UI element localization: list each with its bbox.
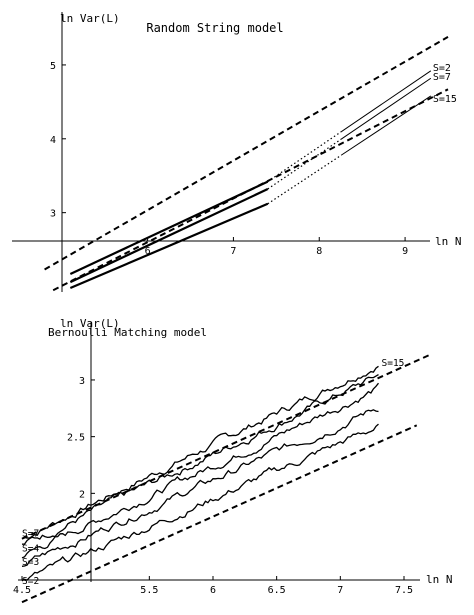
axes xyxy=(18,322,420,582)
series-label-s-7: S=7 xyxy=(22,529,39,540)
x-tick-label-5-5: 5.5 xyxy=(140,585,158,596)
y-tick-label-4: 4 xyxy=(50,135,56,146)
series-lines xyxy=(21,365,380,582)
bound-line-lower xyxy=(21,424,418,604)
axes xyxy=(12,12,430,292)
series-lines xyxy=(69,70,432,290)
x-tick-label-6: 6 xyxy=(210,585,216,596)
x-tick-label-7: 7 xyxy=(337,585,343,596)
series-label-s-15: S=15 xyxy=(433,94,457,105)
series-dotted-s-15 xyxy=(267,154,342,205)
series-dotted-s-7 xyxy=(267,138,342,190)
series-line-s-15 xyxy=(21,365,379,540)
y-tick-label-3: 3 xyxy=(50,209,56,220)
series-line-s-3 xyxy=(21,409,379,567)
y-tick-label-2: 2 xyxy=(79,489,85,500)
x-axis-label: ln N xyxy=(435,235,462,248)
x-tick-label-9: 9 xyxy=(402,246,408,257)
y-axis-label: ln Var(L) xyxy=(60,317,120,330)
chart-title: Bernoulli Matching model xyxy=(48,326,207,339)
x-tick-label-6-5: 6.5 xyxy=(268,585,286,596)
series-line-s-2 xyxy=(69,180,269,275)
series-line-s-4 xyxy=(21,382,380,559)
series-tail-s-7 xyxy=(340,77,432,140)
x-tick-label-6: 6 xyxy=(145,246,151,257)
series-line-s-7 xyxy=(69,188,269,284)
series-label-s-3: S=3 xyxy=(22,557,39,568)
x-tick-label-8: 8 xyxy=(316,246,322,257)
series-label-s-15: S=15 xyxy=(382,358,405,369)
x-tick-label-7-5: 7.5 xyxy=(395,585,413,596)
series-label-s-7: S=7 xyxy=(433,72,451,83)
series-label-s-2: S=2 xyxy=(433,63,451,74)
panel-random-string: Random String model ln Var(L) ln N 6 7 8 9 3… xyxy=(12,12,462,292)
y-tick-label-2-5: 2.5 xyxy=(67,433,85,444)
x-tick-label-4-5: 4.5 xyxy=(13,585,31,596)
y-axis-label: ln Var(L) xyxy=(60,12,120,25)
series-label-s-4: S=4 xyxy=(22,544,39,555)
series-tail-s-15 xyxy=(340,95,432,156)
series-dotted-s-2 xyxy=(267,131,342,183)
series-labels: S=7 S=4 S=3 S=2 S=15 xyxy=(22,358,404,587)
y-tick-label-5: 5 xyxy=(50,61,56,72)
ticks: 6 7 8 9 3 4 5 xyxy=(50,61,408,257)
x-axis-label: ln N xyxy=(426,573,453,586)
series-tail-s-2 xyxy=(340,70,432,133)
ticks: 4.5 5.5 6 6.5 7 7.5 2 2.5 3 xyxy=(13,376,413,596)
bound-lines xyxy=(44,35,449,292)
series-label-s-2: S=2 xyxy=(22,576,39,587)
panel-bernoulli: Bernoulli Matching model ln Var(L) ln N … xyxy=(13,317,453,604)
chart-title: Random String model xyxy=(146,21,283,35)
bound-line-upper xyxy=(44,35,449,271)
series-labels: S=2S=7 S=15 xyxy=(433,63,457,105)
series-line-s-15 xyxy=(69,202,269,290)
y-tick-label-3: 3 xyxy=(79,376,85,387)
x-tick-label-7: 7 xyxy=(230,246,236,257)
series-line-s-7 xyxy=(21,374,379,545)
series-line-s-2 xyxy=(21,423,379,582)
